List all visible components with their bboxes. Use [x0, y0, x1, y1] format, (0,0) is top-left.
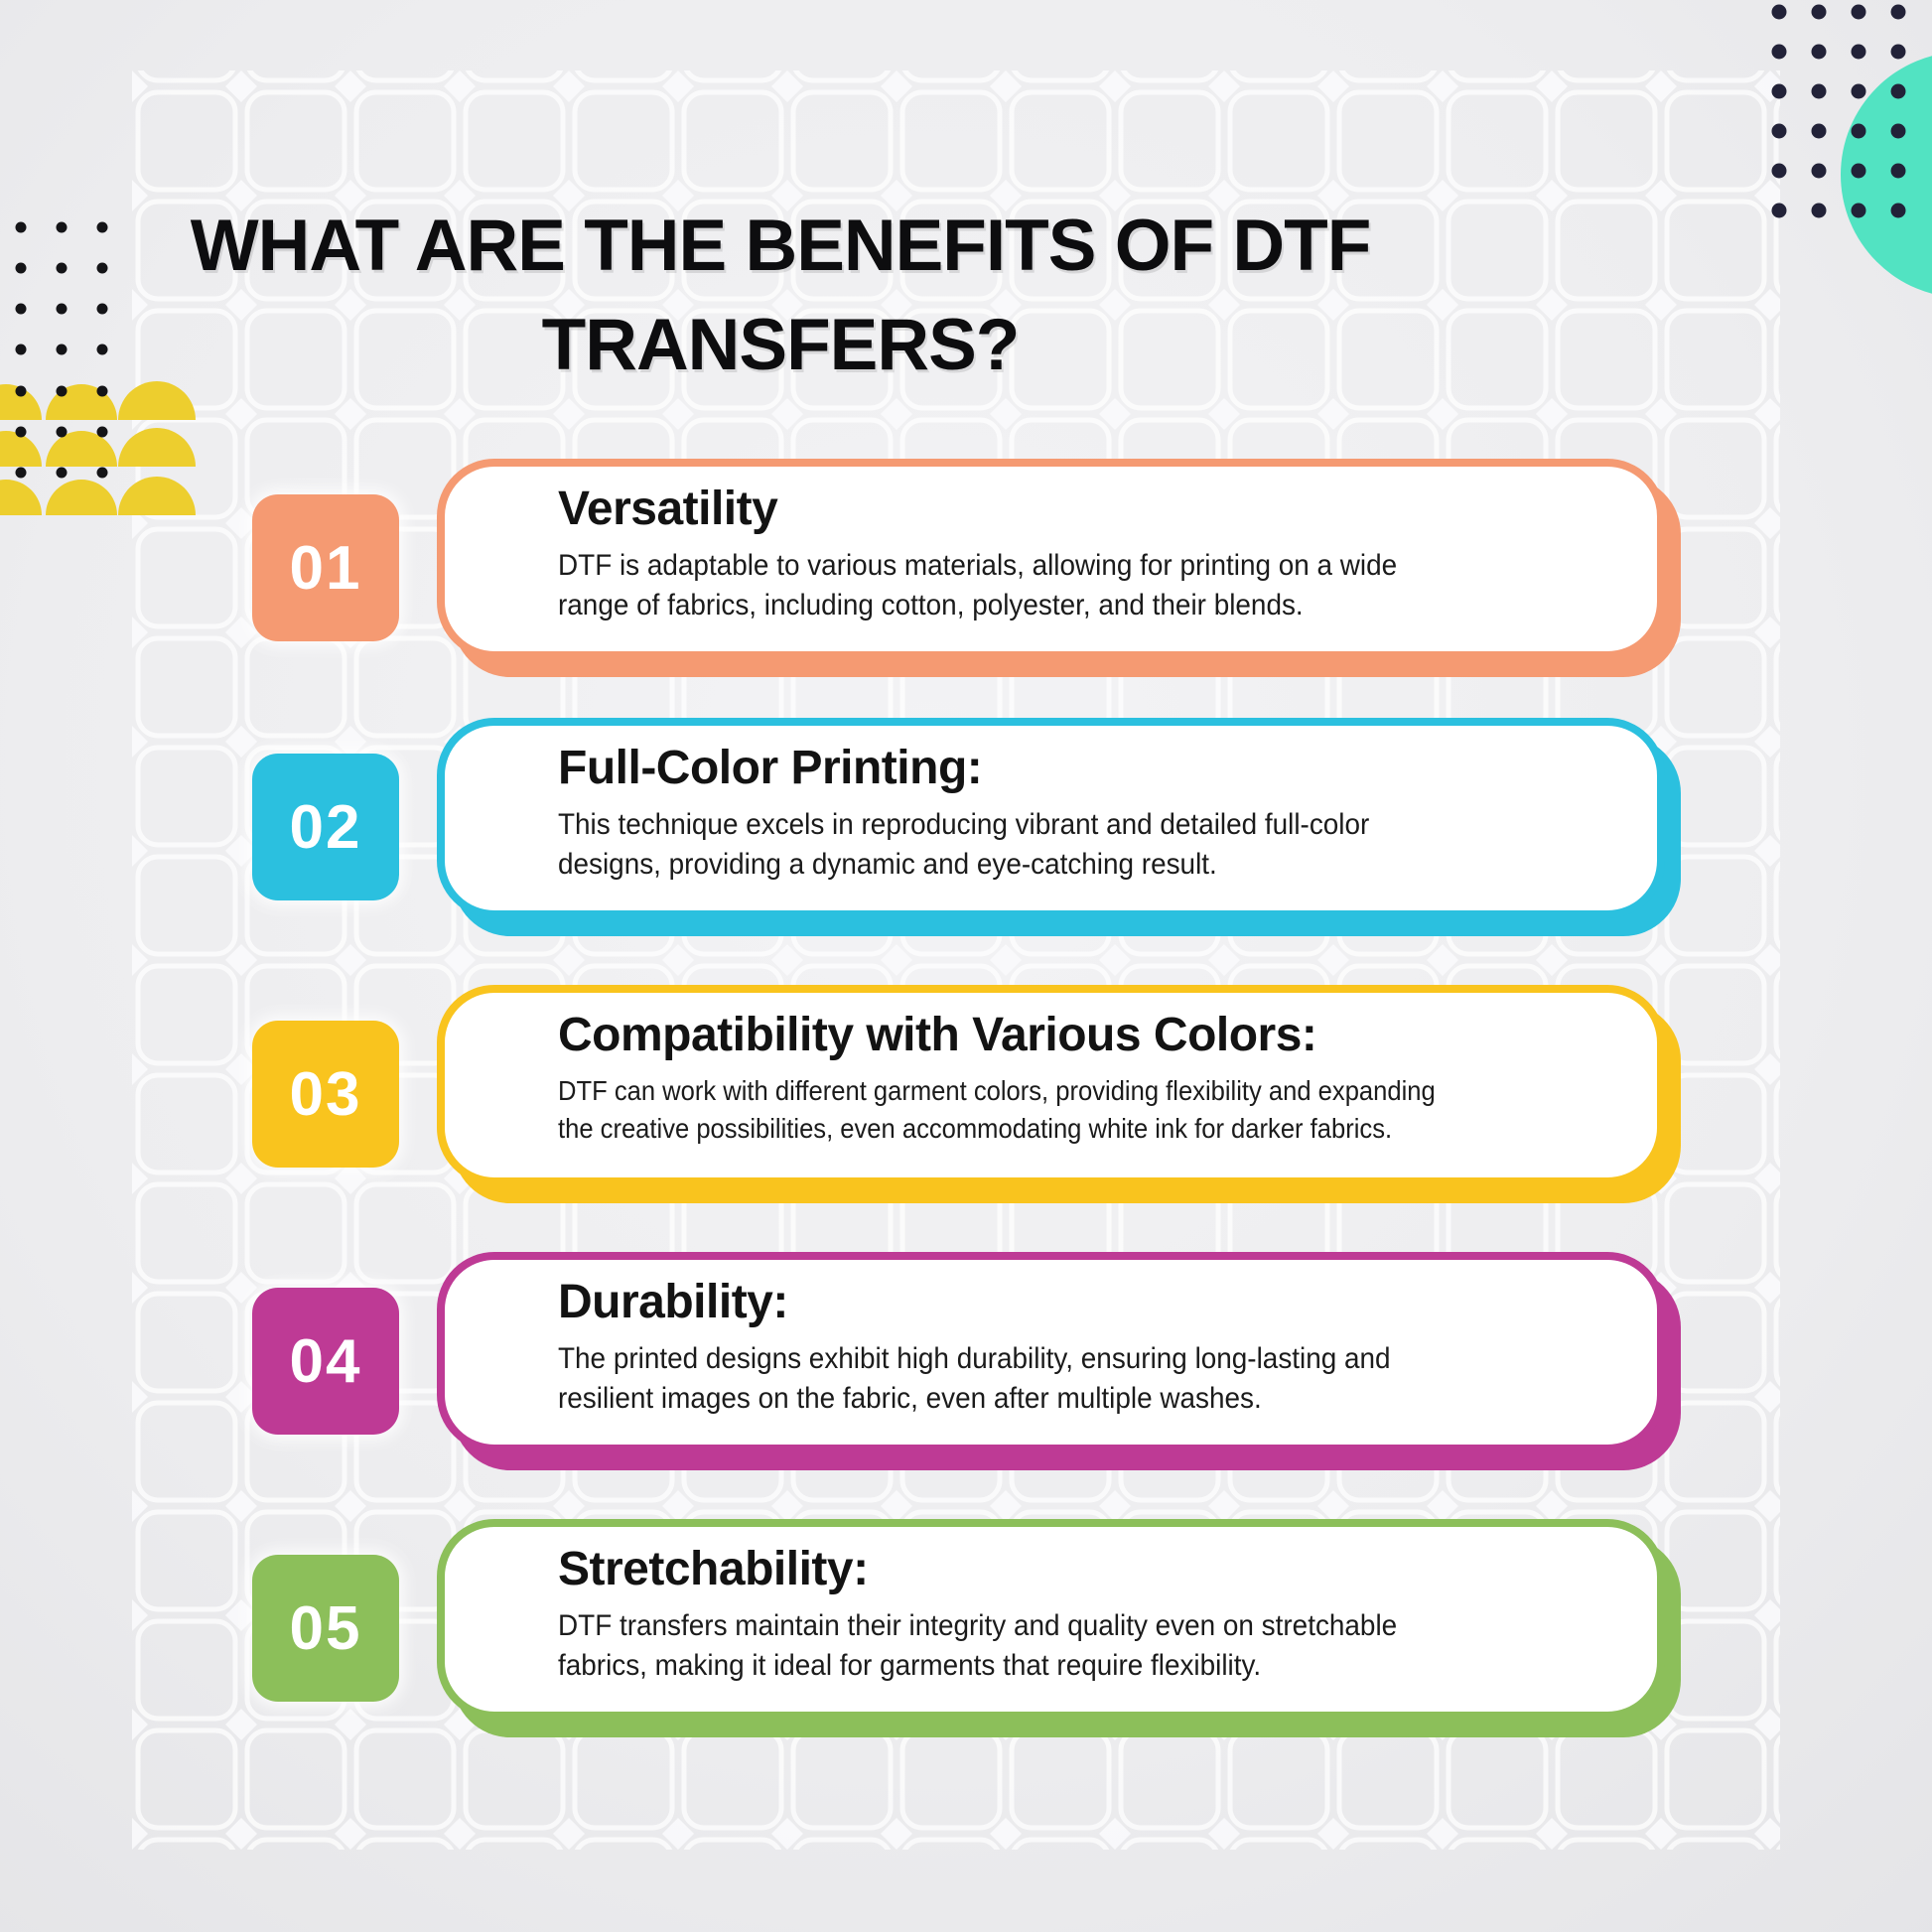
benefit-row-1: 01 Versatility DTF is adaptable to vario… — [0, 459, 1932, 667]
yellow-arch — [46, 431, 117, 467]
benefit-card-full-color-printing: Full-Color Printing: This technique exce… — [437, 718, 1665, 918]
dot — [56, 221, 68, 233]
dot — [1771, 4, 1787, 20]
number-badge-03: 03 — [252, 1021, 399, 1168]
yellow-arch — [0, 480, 42, 515]
dot — [96, 426, 108, 438]
dot — [1851, 203, 1866, 218]
card-heading: Versatility — [558, 483, 778, 535]
dot — [96, 262, 108, 274]
benefit-row-5: 05 Stretchability: DTF transfers maintai… — [0, 1519, 1932, 1727]
card-body: DTF is adaptable to various materials, a… — [558, 549, 1398, 621]
dot — [96, 221, 108, 233]
dot — [15, 262, 27, 274]
dot — [1890, 163, 1906, 179]
dot — [15, 221, 27, 233]
card-heading: Full-Color Printing: — [558, 742, 983, 794]
dot — [1890, 4, 1906, 20]
benefit-row-3: 03 Compatibility with Various Colors: DT… — [0, 985, 1932, 1193]
dot — [1890, 83, 1906, 99]
dot — [1811, 44, 1827, 60]
dot — [1851, 83, 1866, 99]
dot — [96, 303, 108, 315]
dot — [56, 385, 68, 397]
dot — [1811, 163, 1827, 179]
corner-dots-decoration — [1771, 4, 1906, 218]
title-line-2: TRANSFERS? — [541, 305, 1021, 385]
number-badge-01: 01 — [252, 494, 399, 641]
dot — [15, 385, 27, 397]
yellow-arches-decoration — [0, 381, 196, 515]
dot — [1771, 123, 1787, 139]
dot — [1811, 4, 1827, 20]
yellow-arch — [0, 384, 42, 420]
yellow-arch — [0, 431, 42, 467]
dot — [15, 303, 27, 315]
dot — [1851, 44, 1866, 60]
card-body: This technique excels in reproducing vib… — [558, 808, 1370, 881]
yellow-arch — [118, 381, 196, 420]
yellow-arch — [118, 477, 196, 515]
dot — [56, 303, 68, 315]
dot — [56, 426, 68, 438]
dot — [96, 385, 108, 397]
dot — [1851, 163, 1866, 179]
benefit-card-versatility: Versatility DTF is adaptable to various … — [437, 459, 1665, 659]
teal-circle-decoration — [1841, 56, 1932, 294]
dot — [1771, 203, 1787, 218]
yellow-arch — [46, 480, 117, 515]
yellow-arch — [118, 428, 196, 467]
dot — [1851, 4, 1866, 20]
dot — [1811, 123, 1827, 139]
card-heading: Durability: — [558, 1276, 788, 1328]
dot — [1771, 44, 1787, 60]
dot — [1890, 123, 1906, 139]
card-body: DTF can work with different garment colo… — [558, 1075, 1436, 1144]
dot — [56, 262, 68, 274]
benefit-row-4: 04 Durability: The printed designs exhib… — [0, 1252, 1932, 1460]
number-badge-02: 02 — [252, 754, 399, 900]
benefit-card-stretchability: Stretchability: DTF transfers maintain t… — [437, 1519, 1665, 1720]
card-body: The printed designs exhibit high durabil… — [558, 1342, 1391, 1415]
benefit-row-2: 02 Full-Color Printing: This technique e… — [0, 718, 1932, 926]
dot — [1811, 203, 1827, 218]
number-badge-05: 05 — [252, 1555, 399, 1702]
dot — [1811, 83, 1827, 99]
dot — [1890, 203, 1906, 218]
title-line-1: WHAT ARE THE BENEFITS OF DTF — [190, 206, 1372, 286]
dot — [56, 467, 68, 479]
dot — [96, 344, 108, 355]
dot — [15, 467, 27, 479]
card-heading: Stretchability: — [558, 1543, 869, 1595]
card-heading: Compatibility with Various Colors: — [558, 1009, 1317, 1061]
dot — [15, 344, 27, 355]
benefit-card-durability: Durability: The printed designs exhibit … — [437, 1252, 1665, 1452]
left-dots-decoration — [15, 221, 108, 479]
dot — [1771, 163, 1787, 179]
dot — [56, 344, 68, 355]
dot — [15, 426, 27, 438]
dot — [1851, 123, 1866, 139]
dot — [96, 467, 108, 479]
number-badge-04: 04 — [252, 1288, 399, 1435]
benefit-card-compatibility: Compatibility with Various Colors: DTF c… — [437, 985, 1665, 1185]
dot — [1771, 83, 1787, 99]
card-body: DTF transfers maintain their integrity a… — [558, 1609, 1398, 1682]
page-title: WHAT ARE THE BENEFITS OF DTF TRANSFERS? — [0, 197, 1561, 395]
dot — [1890, 44, 1906, 60]
